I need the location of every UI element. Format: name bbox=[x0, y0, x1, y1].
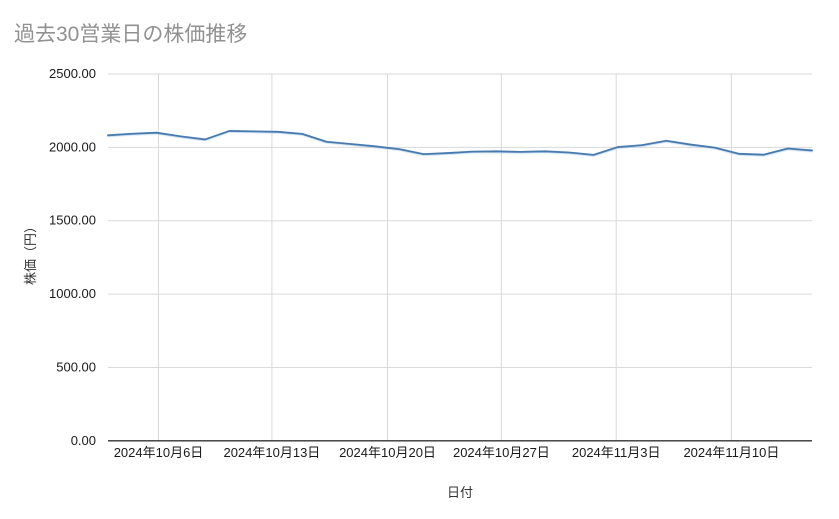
svg-text:2500.00: 2500.00 bbox=[49, 66, 96, 81]
svg-text:1000.00: 1000.00 bbox=[49, 286, 96, 301]
svg-text:1500.00: 1500.00 bbox=[49, 213, 96, 228]
svg-text:500.00: 500.00 bbox=[56, 359, 96, 374]
svg-text:2024年10月6日: 2024年10月6日 bbox=[114, 445, 204, 460]
svg-text:2024年10月20日: 2024年10月20日 bbox=[339, 445, 436, 460]
svg-text:2024年11月3日: 2024年11月3日 bbox=[572, 445, 661, 460]
svg-text:0.00: 0.00 bbox=[71, 433, 96, 448]
svg-text:2024年10月13日: 2024年10月13日 bbox=[223, 445, 320, 460]
svg-text:2024年10月27日: 2024年10月27日 bbox=[453, 445, 550, 460]
svg-text:2000.00: 2000.00 bbox=[49, 139, 96, 154]
svg-text:2024年11月10日: 2024年11月10日 bbox=[683, 445, 779, 460]
